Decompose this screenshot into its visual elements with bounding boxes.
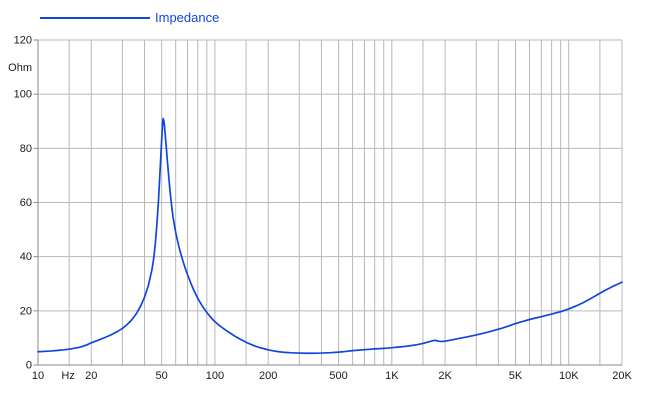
impedance-curve [37, 117, 623, 355]
y-axis-unit-label: Ohm [8, 62, 32, 74]
x-tick-label: 50 [156, 370, 168, 382]
x-tick-label: 20 [85, 370, 97, 382]
x-tick-label: 200 [259, 370, 277, 382]
y-tick-label: 20 [20, 305, 32, 317]
y-tick-label: 40 [20, 251, 32, 263]
legend-line-swatch [40, 16, 150, 20]
y-tick-label: 100 [14, 89, 32, 101]
legend-label: Impedance [155, 10, 220, 25]
x-tick-label: 10K [559, 370, 579, 382]
x-tick-label: 5K [509, 370, 523, 382]
x-tick-label: 10 [32, 370, 44, 382]
x-axis-unit-label: Hz [61, 370, 74, 382]
x-tick-label: 2K [438, 370, 452, 382]
legend: Impedance [40, 11, 219, 25]
y-tick-label: 120 [14, 35, 32, 47]
x-tick-label: 100 [206, 370, 224, 382]
x-tick-label: 20K [612, 370, 632, 382]
y-tick-label: 80 [20, 143, 32, 155]
x-tick-label: 1K [385, 370, 399, 382]
y-tick-label: 60 [20, 197, 32, 209]
x-tick-label: 500 [329, 370, 347, 382]
y-tick-label: 0 [26, 360, 32, 372]
